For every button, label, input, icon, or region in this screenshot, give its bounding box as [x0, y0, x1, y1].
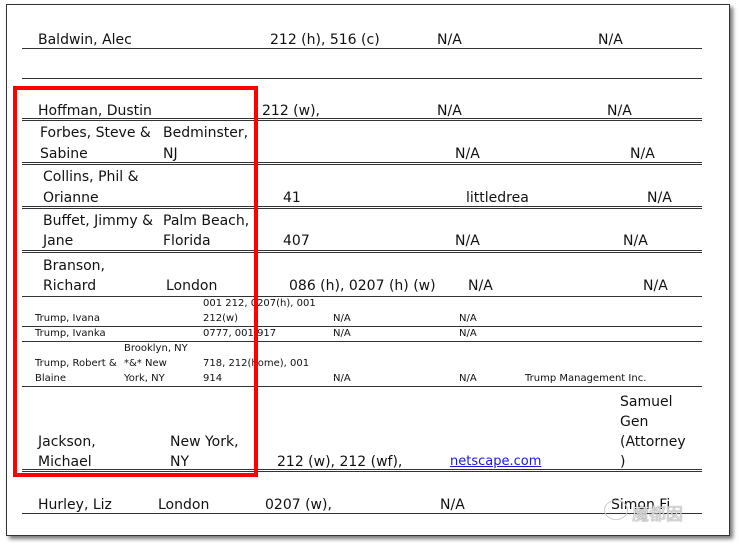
contact-phone: 086 (h), 0207 (h) (w) — [289, 278, 436, 294]
contact-field: N/A — [630, 146, 655, 162]
contact-field: N/A — [437, 32, 462, 48]
contact-field: N/A — [647, 190, 672, 206]
contact-name: Baldwin, Alec — [38, 32, 132, 48]
contact-contact: Gen — [620, 414, 649, 430]
contact-contact: ) — [620, 454, 626, 470]
contact-city: NJ — [163, 146, 178, 162]
contact-name: Trump, Robert & — [35, 358, 117, 369]
contact-field: N/A — [333, 373, 351, 384]
contact-name: Jane — [43, 233, 74, 249]
contact-field: N/A — [459, 373, 477, 384]
contact-name: Jackson, — [38, 434, 96, 450]
contact-phone: 407 — [283, 233, 310, 249]
contact-city: York, NY — [124, 373, 165, 384]
contact-city: Palm Beach, — [163, 213, 250, 229]
document-page — [6, 4, 730, 536]
contact-field: N/A — [437, 103, 462, 119]
contact-company: Trump Management Inc. — [525, 373, 647, 384]
contact-name: Buffet, Jimmy & — [43, 213, 154, 229]
contact-city: Florida — [163, 233, 211, 249]
contact-field: N/A — [455, 146, 480, 162]
contact-phone: 212(w) — [203, 313, 239, 324]
contact-city: London — [166, 278, 218, 294]
row-divider — [22, 48, 702, 49]
contact-city: Brooklyn, NY — [124, 343, 188, 354]
contact-phone: 212 (h), 516 (c) — [270, 32, 380, 48]
contact-name: Hoffman, Dustin — [38, 103, 152, 119]
contact-field: N/A — [643, 278, 668, 294]
contact-phone: 212 (w), — [262, 103, 320, 119]
row-divider — [22, 78, 702, 79]
watermark: 魔都囡 — [632, 505, 683, 525]
contact-name: Orianne — [43, 190, 99, 206]
contact-city: London — [158, 497, 210, 513]
contact-name: Blaine — [35, 373, 67, 384]
email-link[interactable]: netscape.com — [450, 454, 542, 469]
contact-field: N/A — [459, 313, 477, 324]
row-divider — [22, 326, 702, 327]
row-divider — [22, 118, 702, 121]
contact-phone: 0777, 001 917 — [203, 328, 277, 339]
contact-field: N/A — [598, 32, 623, 48]
row-divider — [22, 206, 702, 209]
contact-contact: (Attorney — [620, 434, 686, 450]
contact-field: littledrea — [466, 190, 529, 206]
wechat-logo-icon — [604, 500, 628, 520]
contact-city: New York, — [170, 434, 239, 450]
contact-phone: 0207 (w), — [265, 497, 332, 513]
contact-field: N/A — [333, 313, 351, 324]
contact-field: N/A — [455, 233, 480, 249]
contact-phone: 914 — [203, 373, 223, 384]
contact-contact: Samuel — [620, 394, 673, 410]
contact-city: NY — [170, 454, 190, 470]
contact-field: N/A — [468, 278, 493, 294]
contact-phone: 001 212, 0207(h), 001 — [203, 298, 316, 309]
contact-name: Hurley, Liz — [38, 497, 112, 513]
contact-name: Richard — [43, 278, 97, 294]
row-divider — [22, 513, 702, 514]
contact-name: Sabine — [40, 146, 88, 162]
contact-name: Collins, Phil & — [43, 169, 139, 185]
contact-city: *&* New — [124, 358, 167, 369]
row-divider — [22, 341, 702, 342]
contact-phone: 41 — [283, 190, 301, 206]
contact-field: N/A — [440, 497, 465, 513]
highlight-box — [13, 86, 258, 477]
contact-field: N/A — [607, 103, 632, 119]
contact-name: Branson, — [43, 258, 105, 274]
row-divider — [22, 469, 702, 472]
row-divider — [22, 296, 702, 297]
contact-field: N/A — [333, 328, 351, 339]
contact-name: Trump, Ivana — [35, 313, 100, 324]
contact-name: Michael — [38, 454, 92, 470]
contact-city: Bedminster, — [163, 125, 249, 141]
contact-field: N/A — [459, 328, 477, 339]
contact-name: Trump, Ivanka — [35, 328, 106, 339]
contact-field: N/A — [623, 233, 648, 249]
contact-name: Forbes, Steve & — [40, 125, 151, 141]
row-divider — [22, 250, 702, 253]
row-divider — [22, 162, 702, 165]
row-divider — [22, 386, 702, 387]
contact-phone: 212 (w), 212 (wf), — [277, 454, 403, 470]
